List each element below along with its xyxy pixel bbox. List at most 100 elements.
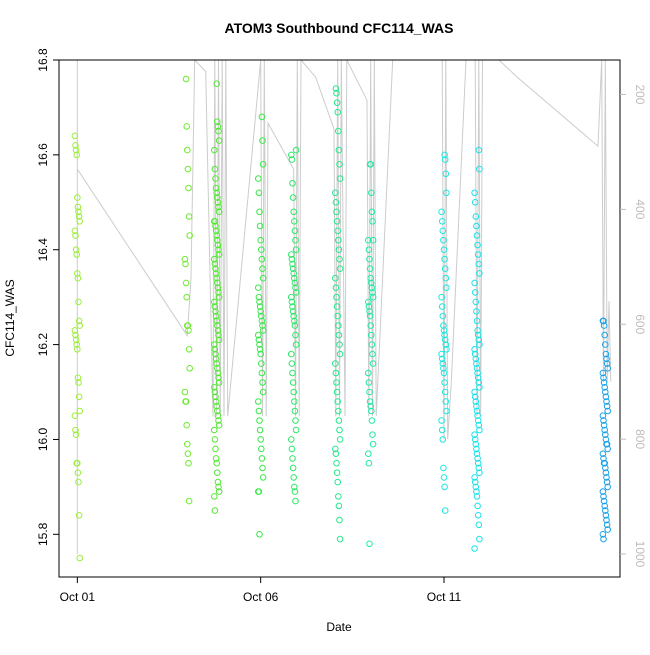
data-point: [475, 260, 483, 268]
data-point: [72, 331, 79, 339]
data-point: [212, 398, 220, 405]
data-point: [335, 502, 343, 510]
data-point: [600, 374, 607, 382]
data-point: [440, 236, 447, 244]
data-point: [289, 303, 296, 310]
data-point: [599, 369, 607, 377]
data-point: [213, 402, 220, 410]
data-point: [214, 279, 221, 287]
data-point: [288, 436, 295, 443]
data-point: [259, 388, 267, 396]
data-point: [186, 232, 193, 239]
data-point: [474, 331, 482, 339]
data-point: [75, 213, 83, 220]
data-point: [256, 222, 264, 230]
data-point: [256, 417, 263, 424]
data-point: [288, 293, 295, 301]
data-point: [215, 127, 222, 135]
data-point: [215, 379, 223, 386]
data-point: [259, 327, 267, 334]
data-point: [369, 360, 377, 367]
data-point: [440, 369, 448, 377]
data-point: [212, 455, 220, 462]
data-point: [211, 388, 219, 396]
data-point: [73, 251, 80, 258]
data-point: [215, 421, 223, 429]
data-point: [288, 251, 295, 258]
data-point: [367, 402, 375, 410]
data-point: [289, 308, 297, 315]
data-point: [185, 184, 192, 192]
data-point: [471, 189, 478, 197]
data-point: [600, 379, 608, 386]
data-point: [254, 398, 262, 405]
data-point: [212, 184, 220, 192]
data-point: [603, 521, 611, 529]
data-point: [215, 483, 222, 491]
plot-frame: [58, 59, 621, 578]
y2-tick-label: 800: [633, 429, 647, 449]
data-point: [291, 398, 298, 405]
data-point: [214, 322, 221, 329]
data-point: [332, 369, 340, 377]
data-point: [288, 151, 295, 159]
data-point: [255, 189, 263, 197]
data-point: [600, 317, 607, 325]
data-point: [255, 407, 263, 415]
data-point: [214, 407, 221, 415]
data-point: [473, 365, 481, 372]
data-point: [214, 327, 222, 334]
data-point: [475, 464, 483, 472]
data-point: [369, 350, 376, 358]
data-point: [213, 232, 220, 239]
data-point: [471, 545, 478, 552]
data-point: [368, 279, 375, 287]
data-point: [212, 312, 220, 320]
data-point: [367, 322, 375, 329]
data-point: [258, 360, 265, 367]
data-point: [256, 426, 264, 434]
data-point: [438, 350, 445, 358]
data-point: [601, 502, 609, 510]
data-point: [472, 398, 480, 405]
data-point: [473, 493, 481, 500]
data-point: [75, 478, 82, 486]
data-point: [366, 265, 374, 273]
data-point: [600, 535, 607, 543]
data-point: [441, 507, 449, 514]
data-point: [255, 293, 263, 301]
data-point: [474, 455, 481, 462]
data-point: [600, 455, 607, 462]
data-point: [369, 440, 377, 448]
data-point: [211, 303, 219, 310]
data-point: [474, 459, 482, 467]
data-point: [604, 365, 612, 372]
data-point: [441, 331, 448, 339]
data-point: [365, 236, 372, 244]
data-point: [439, 227, 447, 235]
data-point: [471, 289, 479, 296]
data-point: [601, 459, 609, 467]
data-point: [438, 355, 446, 363]
data-point: [475, 146, 483, 154]
data-point: [599, 412, 607, 420]
data-point: [183, 123, 190, 130]
data-point: [474, 417, 482, 424]
data-point: [333, 459, 340, 467]
data-point: [75, 208, 82, 216]
data-point: [603, 478, 611, 486]
data-point: [474, 412, 481, 420]
data-point: [211, 298, 218, 306]
data-point: [256, 208, 263, 216]
data-point: [333, 379, 340, 386]
data-point: [438, 218, 446, 225]
data-point: [472, 483, 480, 491]
data-point: [72, 336, 80, 344]
data-point: [473, 360, 480, 367]
data-point: [473, 488, 480, 495]
data-point: [602, 512, 610, 519]
data-point: [333, 293, 340, 301]
data-point: [292, 246, 300, 253]
data-point: [438, 426, 446, 434]
data-point: [258, 255, 266, 263]
